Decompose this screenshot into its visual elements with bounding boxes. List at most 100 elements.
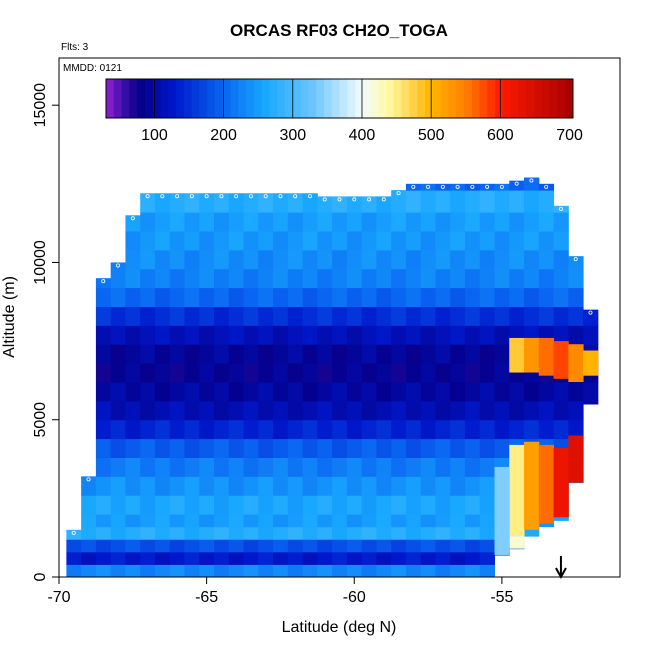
heatmap-cell: [317, 344, 333, 364]
heatmap-cell: [479, 190, 496, 213]
flight-track-point: [116, 263, 121, 268]
heatmap-cell: [568, 256, 584, 270]
heatmap-cell: [273, 249, 289, 270]
heatmap-cell: [184, 249, 200, 270]
heatmap-cell: [214, 539, 230, 553]
heatmap-cell: [273, 306, 289, 326]
heatmap-cell: [361, 212, 377, 232]
flight-track-point: [544, 184, 549, 189]
heatmap-cell: [376, 539, 392, 553]
heatmap-cell-high: [538, 444, 555, 524]
heatmap-cell: [494, 400, 510, 421]
heatmap-cell: [450, 457, 466, 477]
heatmap-cell: [302, 438, 318, 458]
heatmap-cell: [420, 268, 436, 289]
heatmap-cell: [287, 249, 304, 270]
heatmap-cell: [273, 231, 289, 251]
heatmap-cell: [553, 287, 569, 307]
heatmap-cell: [184, 212, 200, 232]
heatmap-cell: [199, 287, 215, 307]
heatmap-cell: [317, 457, 333, 477]
heatmap-cell: [214, 249, 230, 270]
heatmap-cell: [332, 551, 348, 565]
heatmap-cell: [479, 526, 496, 540]
heatmap-cell: [302, 514, 318, 528]
heatmap-cell: [361, 526, 377, 540]
heatmap-cell: [125, 268, 141, 289]
heatmap-cell: [346, 438, 363, 458]
heatmap-cell: [302, 526, 318, 540]
heatmap-cell: [420, 476, 436, 496]
heatmap-cell: [95, 325, 112, 345]
heatmap-cell: [405, 564, 422, 578]
heatmap-cell: [228, 457, 245, 477]
heatmap-cell: [302, 457, 318, 477]
heatmap-cell: [154, 400, 171, 421]
colorbar-swatch: [246, 79, 255, 118]
heatmap-cell: [332, 212, 348, 232]
heatmap-cell: [154, 363, 171, 383]
heatmap-cell: [361, 196, 377, 213]
heatmap-cell: [361, 419, 377, 440]
heatmap-cell: [420, 183, 436, 191]
heatmap-cell: [361, 268, 377, 289]
heatmap-cell: [125, 495, 141, 515]
heatmap-cell: [95, 344, 112, 364]
heatmap-cell: [494, 344, 510, 364]
heatmap-cell: [376, 268, 392, 289]
heatmap-cell: [361, 495, 377, 515]
heatmap-cell: [450, 249, 466, 270]
x-axis-label: Latitude (deg N): [282, 619, 397, 636]
heatmap-cell: [450, 231, 466, 251]
heatmap-cell: [125, 215, 141, 232]
colorbar-swatch: [386, 79, 395, 118]
heatmap-cell: [450, 551, 466, 565]
heatmap-cell: [66, 564, 82, 578]
heatmap-cell: [140, 287, 156, 307]
flight-track-point: [293, 194, 298, 199]
heatmap-cell: [420, 438, 436, 458]
heatmap-cell: [302, 344, 318, 364]
flight-track-point: [278, 194, 283, 199]
heatmap-cell: [435, 183, 451, 191]
heatmap-cell: [184, 514, 200, 528]
heatmap-cell: [346, 381, 363, 402]
heatmap-cell: [420, 344, 436, 364]
colorbar-swatch: [331, 79, 340, 118]
heatmap-cell: [538, 419, 555, 440]
heatmap-cell: [199, 193, 215, 213]
heatmap-cell: [317, 196, 333, 213]
heatmap-cell-high: [524, 337, 540, 373]
heatmap-cell: [258, 381, 274, 402]
heatmap-cell: [273, 419, 289, 440]
heatmap-cell: [376, 400, 392, 421]
flight-track-point: [396, 191, 401, 196]
heatmap-cell: [420, 526, 436, 540]
heatmap-cell: [568, 325, 584, 345]
flight-track-point: [514, 181, 519, 186]
colorbar-swatch: [464, 79, 473, 118]
heatmap-cell: [214, 400, 230, 421]
heatmap-cell: [214, 495, 230, 515]
heatmap-cell: [420, 231, 436, 251]
heatmap-cell: [361, 564, 377, 578]
heatmap-cell: [435, 212, 451, 232]
colorbar-swatch: [487, 79, 496, 118]
heatmap-cell: [420, 514, 436, 528]
heatmap-cell: [405, 268, 422, 289]
heatmap-cell: [169, 514, 185, 528]
colorbar-swatch: [277, 79, 286, 118]
heatmap-cell: [184, 495, 200, 515]
heatmap-cell: [420, 381, 436, 402]
colorbar-swatch: [479, 79, 488, 118]
heatmap-cell: [509, 190, 525, 213]
colorbar-tick-label: 200: [210, 127, 237, 144]
heatmap-cell: [464, 306, 481, 326]
heatmap-cell: [302, 287, 318, 307]
heatmap-cell: [81, 551, 97, 565]
flight-track-point: [204, 194, 209, 199]
heatmap-cell: [450, 419, 466, 440]
heatmap-cell: [228, 526, 245, 540]
heatmap-cell: [140, 476, 156, 496]
